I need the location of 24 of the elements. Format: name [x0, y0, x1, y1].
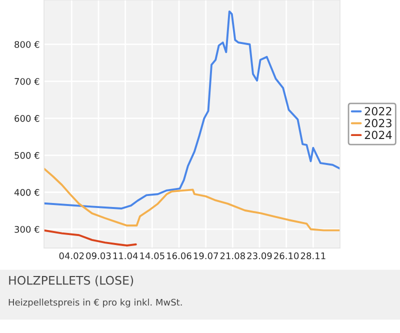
x-tick-label: 14.05: [140, 252, 164, 260]
y-tick-label: 800 €: [14, 41, 40, 48]
y-tick-label: 300 €: [14, 226, 40, 233]
x-tick-label: 23.09: [247, 252, 272, 260]
x-tick-label: 26.10: [274, 252, 299, 260]
y-tick-label: 600 €: [14, 115, 40, 122]
x-tick-label: 21.08: [220, 252, 245, 260]
x-tick-label: 19.07: [194, 252, 218, 260]
x-tick-label: 11.04: [113, 252, 138, 260]
x-tick-label: 09.03: [86, 252, 111, 260]
x-tick-label: 04.02: [59, 252, 84, 260]
line-series: [44, 10, 340, 210]
legend-label: 2022: [364, 106, 392, 116]
legend-label: 2023: [364, 118, 392, 128]
y-tick-label: 700 €: [14, 78, 40, 85]
legend-label: 2024: [364, 130, 392, 140]
text: Heizpelletspreis in € pro kg inkl. MwSt.: [8, 298, 182, 308]
y-tick-label: 400 €: [14, 188, 40, 196]
x-tick-label: 28.11: [300, 252, 326, 260]
x-tick-label: 16.06: [167, 252, 192, 260]
y-tick-label: 500 €: [14, 152, 40, 159]
text: HOLZPELLETS (LOSE): [9, 276, 134, 286]
line-series: [44, 229, 137, 246]
line-series: [44, 168, 340, 232]
